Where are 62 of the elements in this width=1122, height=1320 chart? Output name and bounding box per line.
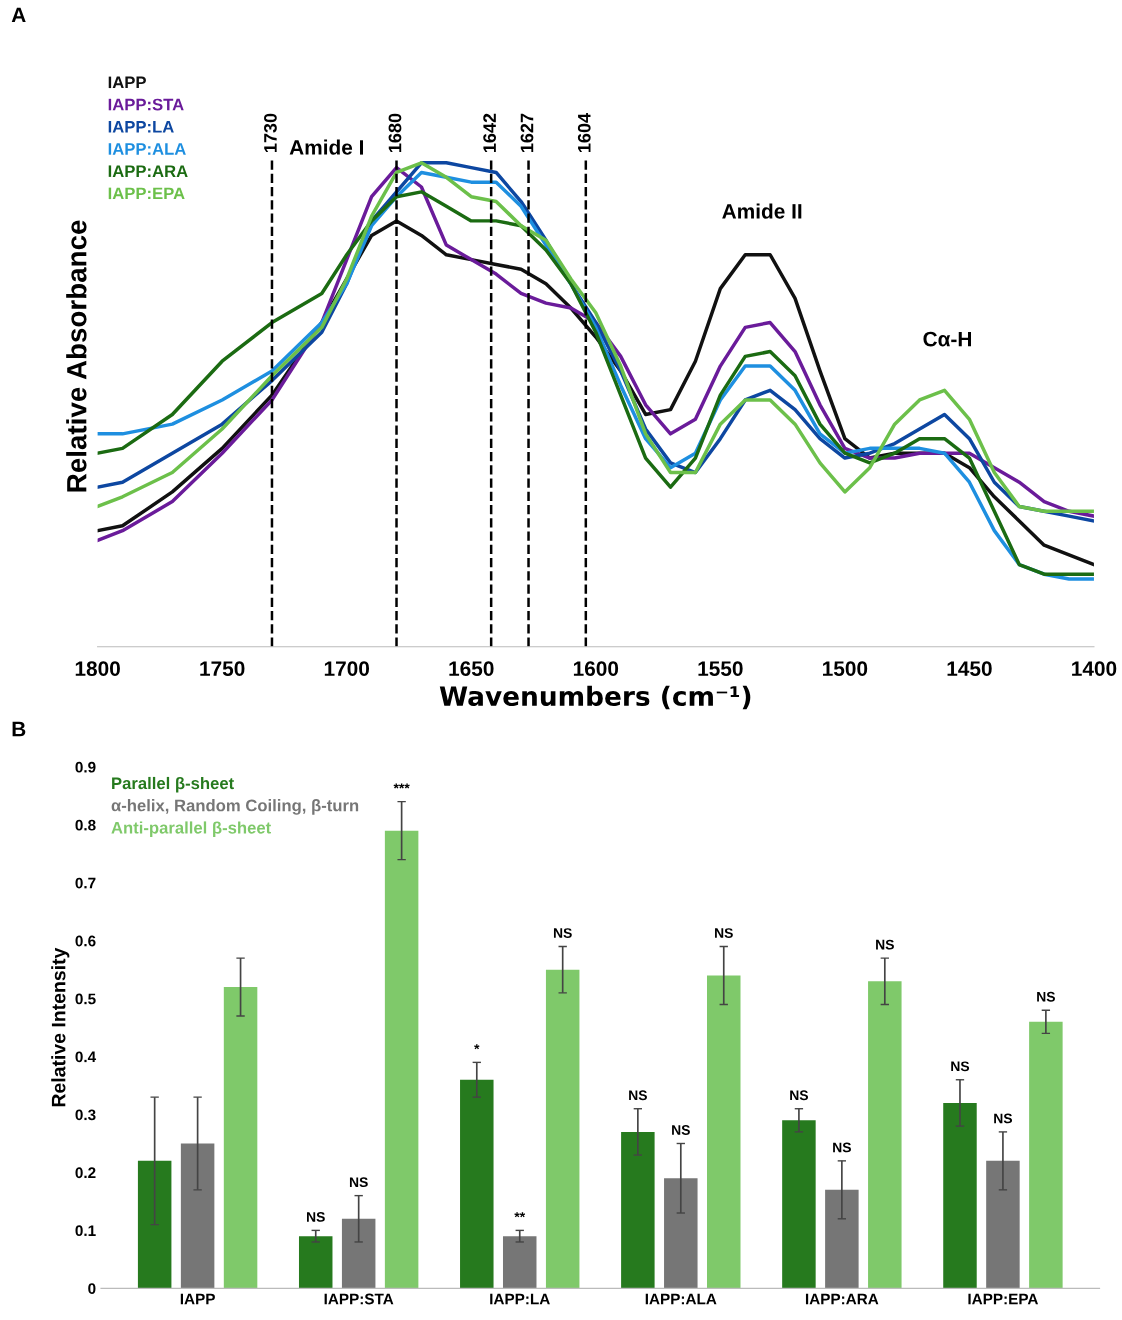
y-tick-label: 0.1 (75, 1225, 96, 1237)
y-tick-label: 0.9 (75, 761, 96, 773)
data-label: NS (951, 1061, 970, 1072)
x-tick-label: IAPP (180, 1293, 215, 1305)
y-tick-label: 0 (88, 1283, 96, 1295)
x-tick-label: IAPP:LA (490, 1293, 550, 1305)
data-label: NS (994, 1113, 1013, 1124)
y-tick-label: 0.2 (75, 1167, 96, 1179)
x-tick-label: IAPP:ALA (645, 1293, 717, 1305)
ref-line-label: 1730 (264, 113, 277, 152)
x-tick-label: 1750 (200, 661, 245, 676)
text: Amide I (289, 139, 363, 155)
y-axis-title: Relative Intensity (51, 947, 70, 1107)
annotation: Cα-H (923, 331, 971, 347)
data-label: NS (672, 1125, 690, 1135)
y-tick-label: 0.7 (75, 877, 96, 889)
text: IAPP:LA (108, 121, 174, 133)
x-tick-label: 1400 (1072, 661, 1117, 676)
x-tick-label: 1700 (324, 661, 370, 676)
text: IAPP:ALA (108, 143, 186, 155)
text: IAPP:STA (108, 98, 184, 111)
y-tick-label: 0.4 (75, 1051, 97, 1063)
data-label: NS (307, 1212, 325, 1222)
x-tick-label: 1450 (947, 661, 992, 676)
data-label: NS (833, 1142, 851, 1153)
x-tick-label: 1500 (823, 661, 868, 676)
x-axis-title: Wavenumbers (cm⁻¹) (439, 685, 751, 710)
y-tick-label: 0.5 (75, 993, 96, 1005)
chart-title: B (12, 721, 26, 737)
annotation: Amide II (722, 203, 802, 219)
y-axis-title: Relative Absorbance (66, 220, 87, 492)
x-tick-label: 1600 (573, 661, 619, 676)
x-tick-label: IAPP:ARA (805, 1293, 879, 1305)
ref-line-label: 1680 (388, 113, 402, 152)
ref-line-label: 1642 (483, 113, 497, 152)
x-tick-label: 1650 (449, 661, 494, 676)
chart-title: A (11, 7, 26, 23)
x-tick-label: 1800 (75, 661, 120, 676)
data-label: *** (393, 783, 410, 789)
text: α-helix, Random Coiling, β-turn (111, 799, 359, 815)
y-tick-label: 0.8 (75, 819, 96, 831)
ref-line-label: 1604 (577, 113, 591, 152)
ref-line-label: 1627 (520, 113, 534, 152)
data-label: ** (514, 1212, 526, 1218)
x-tick-label: IAPP:EPA (968, 1293, 1039, 1305)
data-label: * (474, 1044, 480, 1050)
text: IAPP:ARA (108, 165, 188, 177)
text: Parallel β-sheet (112, 776, 234, 793)
data-label: NS (790, 1090, 809, 1101)
y-tick-label: 0.3 (75, 1109, 96, 1121)
data-label: NS (876, 939, 894, 950)
data-label: NS (715, 928, 733, 938)
x-tick-label: 1550 (698, 661, 743, 676)
text: IAPP:EPA (108, 187, 185, 200)
text: IAPP (108, 76, 146, 89)
text: Anti-parallel β-sheet (111, 821, 271, 837)
data-label: NS (349, 1177, 368, 1188)
data-label: NS (629, 1090, 647, 1101)
data-label: NS (553, 928, 572, 938)
data-label: NS (1037, 991, 1055, 1002)
x-tick-label: IAPP:STA (324, 1293, 394, 1305)
y-tick-label: 0.6 (75, 935, 96, 947)
